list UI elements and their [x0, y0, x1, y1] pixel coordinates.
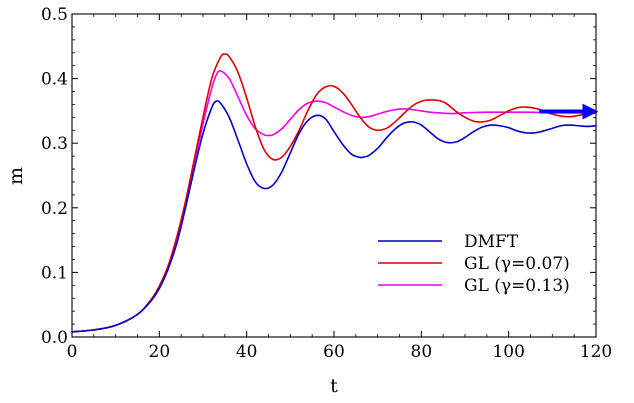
legend-label: GL (γ=0.07) — [464, 254, 570, 274]
x-tick-label: 60 — [323, 342, 345, 362]
y-tick-label: 0.5 — [41, 5, 68, 25]
y-axis-label: m — [5, 167, 27, 185]
x-axis-label: t — [330, 375, 338, 397]
x-tick-label: 20 — [149, 342, 171, 362]
legend-label: GL (γ=0.13) — [464, 276, 570, 296]
x-tick-label: 80 — [411, 342, 433, 362]
series-layer — [71, 53, 597, 333]
x-tick-label: 0 — [67, 342, 78, 362]
legend-label: DMFT — [464, 232, 519, 252]
x-tick-label: 40 — [236, 342, 258, 362]
y-tick-label: 0.3 — [41, 134, 68, 154]
y-tick-label: 0.1 — [41, 263, 68, 283]
y-tick-label: 0.0 — [41, 328, 68, 348]
y-tick-label: 0.2 — [41, 199, 68, 219]
axis-layer: 0 20 40 60 80 100 120 0.0 0.1 0.2 0.3 0.4 0.5 — [41, 5, 612, 362]
series-line-2 — [71, 53, 597, 333]
x-tick-label: 120 — [580, 342, 612, 362]
y-tick-label: 0.4 — [41, 70, 68, 90]
series-line-1 — [71, 99, 597, 333]
x-tick-label: 100 — [492, 342, 524, 362]
